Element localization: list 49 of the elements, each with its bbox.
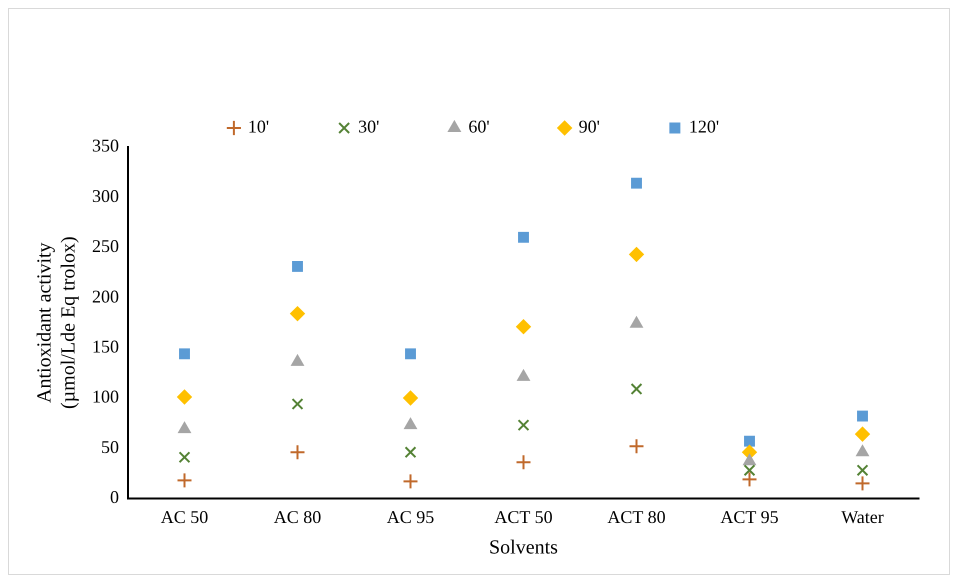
point xyxy=(176,472,192,488)
y-tick-label: 300 xyxy=(92,186,119,206)
y-tick-label: 200 xyxy=(92,286,119,306)
point xyxy=(403,390,418,406)
legend-label: 120' xyxy=(688,116,720,137)
point xyxy=(744,436,755,447)
point xyxy=(854,475,870,492)
x-tick-label: AC 80 xyxy=(274,506,322,527)
point xyxy=(518,232,529,243)
point xyxy=(742,471,758,488)
point xyxy=(744,464,756,476)
point xyxy=(630,383,642,395)
point xyxy=(177,389,192,404)
x-tick-label: ACT 80 xyxy=(607,506,666,527)
legend-label: 30' xyxy=(358,116,380,137)
legend-label: 60' xyxy=(468,116,490,137)
legend-label: 90' xyxy=(578,116,600,137)
point xyxy=(855,426,870,442)
x-tick-label: ACT 50 xyxy=(494,506,553,527)
x-axis-title: Solvents xyxy=(489,536,558,558)
x-tick-label: AC 95 xyxy=(386,506,434,527)
x-tick-label: ACT 95 xyxy=(720,506,779,527)
legend-label: 10' xyxy=(248,116,270,137)
x-tick-label: Water xyxy=(841,506,884,527)
point xyxy=(516,319,531,334)
point xyxy=(631,178,642,189)
y-tick-label: 50 xyxy=(101,436,119,457)
y-tick-label: 0 xyxy=(110,487,119,508)
point xyxy=(856,464,868,476)
point xyxy=(628,438,644,454)
point xyxy=(292,261,303,272)
point xyxy=(518,419,530,432)
point xyxy=(405,348,416,360)
point xyxy=(402,473,418,490)
point xyxy=(179,348,190,360)
y-tick-label: 150 xyxy=(92,336,119,357)
point xyxy=(178,451,190,464)
point xyxy=(404,446,416,458)
point xyxy=(290,444,306,460)
point xyxy=(290,306,305,322)
point xyxy=(292,398,304,410)
y-tick-label: 350 xyxy=(92,136,119,156)
y-tick-label: 250 xyxy=(92,236,119,256)
y-tick-label: 100 xyxy=(92,386,119,407)
point xyxy=(857,410,868,422)
y-axis-title: Antioxidant activity (µmol/Lde Eq trolox) xyxy=(33,236,80,410)
x-tick-label: AC 50 xyxy=(160,506,208,527)
point xyxy=(516,454,532,470)
point xyxy=(629,246,644,262)
